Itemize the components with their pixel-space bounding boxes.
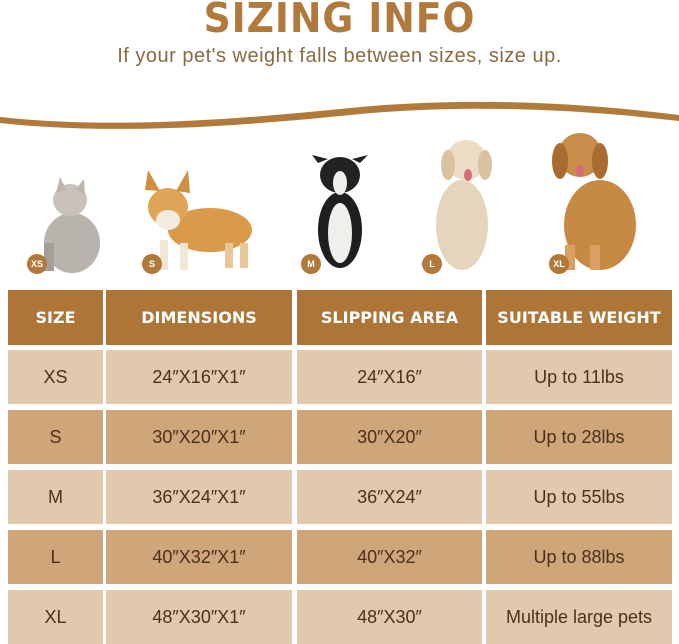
page-subtitle: If your pet's weight falls between sizes… — [117, 45, 562, 67]
cell-slipping-area: 30″X20″ — [297, 410, 482, 464]
size-badge-xl: XL — [549, 254, 569, 274]
cell-size: XL — [8, 590, 103, 644]
header-slipping-area: SLIPPING AREA — [297, 290, 482, 345]
cell-size: M — [8, 470, 103, 524]
cell-size: XS — [8, 350, 103, 404]
corgi-image — [145, 170, 252, 270]
cell-dimensions: 24″X16″X1″ — [106, 350, 292, 404]
border-collie-image — [312, 155, 368, 268]
cell-size: L — [8, 530, 103, 584]
cell-suitable-weight: Up to 28lbs — [486, 410, 672, 464]
size-badge-m: M — [301, 254, 321, 274]
cell-slipping-area: 48″X30″ — [297, 590, 482, 644]
cat-image — [44, 177, 100, 273]
size-badge-l: L — [422, 254, 442, 274]
cell-dimensions: 36″X24″X1″ — [106, 470, 292, 524]
header-suitable-weight: SUITABLE WEIGHT — [486, 290, 672, 345]
size-badge-xs: XS — [27, 254, 47, 274]
labrador-image — [436, 140, 492, 270]
cell-suitable-weight: Up to 11lbs — [486, 350, 672, 404]
golden-retriever-image — [552, 133, 636, 270]
header-size: SIZE — [8, 290, 103, 345]
pet-images — [44, 133, 636, 273]
size-badge-s: S — [142, 254, 162, 274]
cell-dimensions: 40″X32″X1″ — [106, 530, 292, 584]
cell-suitable-weight: Multiple large pets — [486, 590, 672, 644]
header-dimensions: DIMENSIONS — [106, 290, 292, 345]
cell-slipping-area: 24″X16″ — [297, 350, 482, 404]
cell-suitable-weight: Up to 88lbs — [486, 530, 672, 584]
cell-size: S — [8, 410, 103, 464]
cell-dimensions: 48″X30″X1″ — [106, 590, 292, 644]
cell-slipping-area: 40″X32″ — [297, 530, 482, 584]
cell-slipping-area: 36″X24″ — [297, 470, 482, 524]
decorative-wave — [0, 101, 679, 129]
cell-dimensions: 30″X20″X1″ — [106, 410, 292, 464]
cell-suitable-weight: Up to 55lbs — [486, 470, 672, 524]
page-title: SIZING INFO — [203, 0, 476, 42]
